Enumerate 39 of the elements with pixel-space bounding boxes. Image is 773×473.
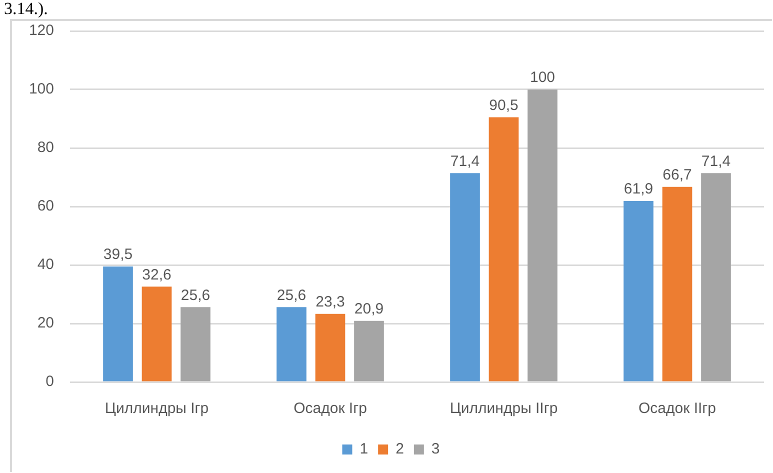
- y-tick-label: 80: [37, 139, 54, 156]
- bar: [624, 200, 654, 382]
- x-tick-label: Циллиндры Iгр: [104, 400, 209, 418]
- x-tick-label: Осадок IIгр: [638, 400, 716, 418]
- x-tick-label: Циллиндры IIгр: [450, 400, 558, 418]
- data-label: 25,6: [180, 286, 210, 304]
- y-tick-label: 0: [46, 373, 54, 390]
- bar: [450, 173, 480, 382]
- y-tick-label: 60: [37, 198, 54, 215]
- data-label: 71,4: [450, 152, 480, 170]
- data-label: 20,9: [354, 300, 384, 318]
- text: 3.14.).: [4, 0, 48, 18]
- y-tick-label: 20: [37, 314, 54, 332]
- bar: [142, 286, 172, 382]
- bar: [315, 314, 346, 382]
- data-label: 23,3: [316, 293, 345, 310]
- bar: [701, 173, 731, 382]
- y-tick-label: 40: [37, 256, 54, 274]
- legend-label: 2: [396, 440, 404, 458]
- data-label: 25,6: [276, 286, 306, 304]
- legend-label: 1: [360, 440, 368, 458]
- bar: [488, 117, 519, 382]
- bar: [276, 307, 306, 382]
- data-label: 39,5: [103, 246, 133, 264]
- bar: [180, 307, 210, 382]
- y-tick-label: 100: [28, 80, 54, 98]
- y-tick-label: 120: [28, 22, 54, 40]
- bar: [103, 266, 133, 382]
- data-label: 100: [530, 69, 556, 86]
- data-label: 66,7: [662, 166, 692, 184]
- bar: [528, 90, 558, 382]
- data-label: 32,6: [142, 266, 172, 284]
- x-tick-label: Осадок Iгр: [294, 400, 367, 418]
- data-label: 71,4: [701, 152, 731, 170]
- data-label: 90,5: [489, 96, 518, 114]
- data-label: 61,9: [624, 180, 654, 198]
- legend-label: 3: [431, 440, 440, 458]
- bar: [354, 320, 384, 382]
- bar: [662, 186, 692, 382]
